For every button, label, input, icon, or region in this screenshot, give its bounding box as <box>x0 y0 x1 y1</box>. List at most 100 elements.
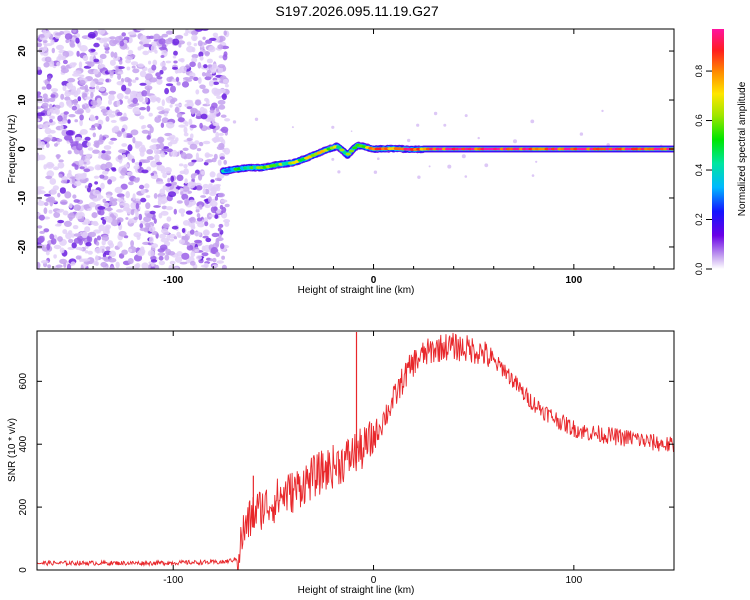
noise-speckle <box>42 93 48 99</box>
noise-speckle <box>145 222 151 227</box>
noise-speckle <box>149 236 154 244</box>
noise-speckle <box>157 199 162 207</box>
noise-speckle <box>83 168 91 173</box>
noise-speckle <box>133 264 140 269</box>
noise-speckle <box>97 119 104 126</box>
sparse-speckle <box>530 119 535 124</box>
noise-speckle <box>222 78 229 84</box>
noise-speckle <box>212 81 220 86</box>
noise-speckle <box>159 233 167 239</box>
noise-speckle <box>210 200 218 207</box>
noise-speckle <box>183 164 188 169</box>
noise-speckle <box>144 183 150 189</box>
noise-speckle <box>125 266 135 269</box>
sparse-speckle <box>417 175 421 179</box>
noise-speckle <box>170 139 178 145</box>
spectrogram-y-tick-label: 0 <box>17 146 28 152</box>
noise-speckle <box>169 238 175 242</box>
sparse-speckle <box>232 120 237 124</box>
sparse-speckle <box>531 174 535 177</box>
noise-speckle <box>190 133 194 139</box>
noise-speckle <box>148 60 152 65</box>
noise-speckle <box>115 261 120 269</box>
noise-speckle <box>116 111 123 116</box>
noise-speckle <box>214 214 219 219</box>
sparse-speckle <box>416 123 420 127</box>
noise-speckle <box>85 242 92 247</box>
sparse-speckle <box>535 160 538 163</box>
spectrogram-x-tick-label: 100 <box>565 275 582 286</box>
spectrogram-y-tick-label: -20 <box>17 239 28 254</box>
noise-speckle <box>130 129 139 136</box>
noise-speckle <box>119 40 125 47</box>
noise-speckle <box>204 72 211 77</box>
noise-speckle <box>208 80 214 87</box>
noise-speckle <box>209 171 216 178</box>
noise-speckle <box>127 49 134 55</box>
colorbar-ticks: 0.0 0.2 0.4 0.6 0.8 <box>694 65 712 275</box>
noise-speckle <box>43 137 52 142</box>
noise-speckle <box>93 58 100 63</box>
noise-speckle <box>215 107 220 112</box>
spectrogram-x-axis-label: Height of straight line (km) <box>298 285 415 296</box>
noise-speckle <box>65 130 74 136</box>
noise-speckle <box>103 202 110 208</box>
noise-speckle <box>194 239 202 244</box>
noise-speckle <box>218 55 224 59</box>
noise-speckle <box>170 85 176 93</box>
noise-speckle <box>127 98 132 104</box>
noise-speckle <box>114 186 123 194</box>
noise-speckle <box>199 84 206 90</box>
noise-speckle <box>125 59 131 64</box>
noise-speckle <box>62 120 67 124</box>
noise-speckle <box>194 108 198 113</box>
noise-speckle <box>107 70 115 73</box>
noise-speckle <box>47 196 55 202</box>
noise-speckle <box>217 44 224 50</box>
noise-speckle <box>165 148 173 153</box>
noise-speckle <box>165 83 174 87</box>
noise-speckle <box>98 78 105 83</box>
noise-speckle <box>220 114 227 118</box>
noise-speckle <box>162 146 169 150</box>
sparse-speckle <box>579 132 584 136</box>
snr-y-tick-label: 200 <box>18 498 29 515</box>
noise-speckle <box>212 184 220 189</box>
noise-speckle <box>181 193 189 201</box>
noise-speckle <box>147 250 155 257</box>
noise-speckle <box>219 156 225 160</box>
noise-speckle <box>88 182 93 188</box>
sparse-speckle <box>331 125 335 129</box>
noise-speckle <box>109 213 115 218</box>
noise-speckle <box>96 97 102 104</box>
noise-speckle <box>44 202 49 206</box>
noise-speckle <box>198 204 203 209</box>
noise-speckle <box>115 198 124 202</box>
noise-speckle <box>106 106 110 111</box>
noise-speckle <box>91 221 95 225</box>
noise-speckle <box>224 221 230 227</box>
noise-speckle <box>54 223 62 227</box>
noise-speckle <box>107 179 112 185</box>
noise-speckle <box>170 181 178 186</box>
noise-speckle <box>49 119 53 123</box>
noise-speckle <box>43 62 50 68</box>
noise-speckle <box>59 31 64 35</box>
noise-speckle <box>176 81 181 86</box>
noise-speckle <box>63 111 69 115</box>
noise-speckle <box>149 145 157 150</box>
noise-speckle <box>183 168 189 175</box>
noise-speckle <box>50 39 55 45</box>
noise-speckle <box>183 182 189 186</box>
noise-speckle <box>151 261 155 267</box>
noise-speckle <box>93 142 99 148</box>
noise-speckle <box>136 250 145 257</box>
noise-speckle <box>53 244 62 250</box>
noise-speckle <box>107 216 113 223</box>
noise-speckle <box>149 94 157 101</box>
noise-speckle <box>109 36 116 40</box>
noise-speckle <box>209 258 213 262</box>
noise-speckle <box>180 58 185 63</box>
noise-speckle <box>223 159 227 165</box>
noise-speckle <box>186 41 192 46</box>
